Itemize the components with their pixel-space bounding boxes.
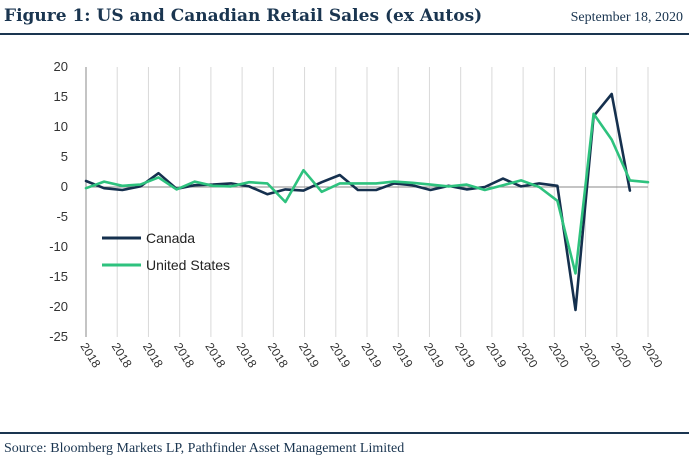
- y-tick-label: -10: [49, 239, 68, 254]
- legend: Canada United States: [102, 230, 230, 273]
- x-tick-label: 2018: [234, 340, 260, 370]
- x-tick-label: 2018: [77, 340, 103, 370]
- y-tick-label: 0: [61, 179, 68, 194]
- x-axis-ticks: 2018 2018 2018 2018 2018 2018 2018 2019 2019 2019…: [77, 340, 665, 370]
- x-tick-label: 2018: [202, 340, 228, 370]
- x-tick-label: 2020: [515, 340, 541, 370]
- x-tick-label: 2019: [390, 340, 416, 370]
- y-tick-label: -20: [49, 299, 68, 314]
- y-tick-label: 5: [61, 149, 68, 164]
- x-tick-label: 2018: [265, 340, 291, 370]
- x-tick-label: 2020: [639, 340, 665, 370]
- y-tick-label: 15: [54, 89, 68, 104]
- legend-label-united-states: United States: [146, 257, 230, 273]
- source-note: Source: Bloomberg Markets LP, Pathfinder…: [4, 441, 405, 456]
- x-tick-label: 2020: [608, 340, 634, 370]
- series-lines: [84, 92, 650, 312]
- y-tick-label: 10: [54, 119, 68, 134]
- series-line-united-states: [84, 112, 650, 275]
- y-tick-label: -15: [49, 269, 68, 284]
- figure-date: September 18, 2020: [570, 10, 683, 25]
- x-tick-label: 2019: [296, 340, 322, 370]
- x-tick-label: 2018: [109, 340, 135, 370]
- x-tick-label: 2019: [421, 340, 447, 370]
- y-tick-label: -5: [56, 209, 68, 224]
- x-tick-label: 2018: [171, 340, 197, 370]
- series-line-canada: [84, 92, 632, 312]
- x-tick-label: 2019: [452, 340, 478, 370]
- x-tick-label: 2019: [327, 340, 353, 370]
- x-tick-label: 2019: [358, 340, 384, 370]
- x-tick-label: 2020: [546, 340, 572, 370]
- x-tick-label: 2019: [483, 340, 509, 370]
- y-axis-ticks: 20 15 10 5 0 -5 -10 -15 -20 -25: [49, 59, 68, 344]
- y-tick-label: -25: [49, 329, 68, 344]
- figure-title: Figure 1: US and Canadian Retail Sales (…: [4, 6, 483, 26]
- header-rule: [0, 33, 689, 35]
- y-tick-label: 20: [54, 59, 68, 74]
- grid-lines: [85, 67, 649, 337]
- x-tick-label: 2020: [577, 340, 603, 370]
- x-tick-label: 2018: [140, 340, 166, 370]
- footer-rule: [0, 432, 689, 434]
- legend-label-canada: Canada: [146, 230, 195, 246]
- figure-header: Figure 1: US and Canadian Retail Sales (…: [0, 0, 689, 35]
